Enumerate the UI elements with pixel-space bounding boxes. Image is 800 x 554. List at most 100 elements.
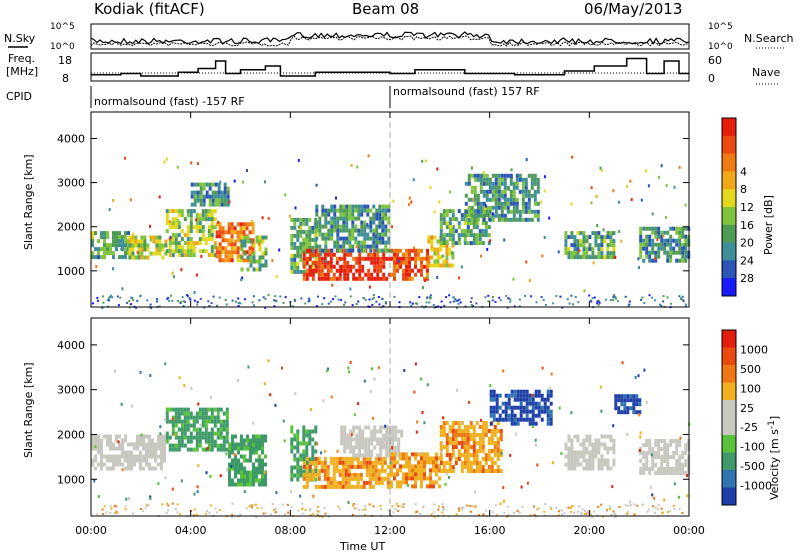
vel-cell bbox=[353, 413, 356, 417]
power-cell bbox=[220, 202, 224, 207]
vel-cell bbox=[507, 393, 511, 398]
vel-cell bbox=[210, 439, 214, 444]
power-cell bbox=[367, 256, 371, 261]
power-cell bbox=[131, 243, 135, 248]
vel-cell bbox=[302, 437, 306, 442]
power-cell bbox=[464, 193, 468, 198]
power-cell bbox=[124, 235, 127, 240]
power-cell bbox=[399, 248, 402, 253]
vel-cell bbox=[579, 454, 583, 459]
power-cell bbox=[411, 268, 414, 273]
power-cell bbox=[448, 233, 452, 238]
vel-cell bbox=[357, 402, 360, 406]
power-cell bbox=[487, 233, 491, 238]
power-cell bbox=[207, 209, 211, 214]
power-cell bbox=[370, 252, 374, 257]
power-cell bbox=[582, 247, 586, 252]
vel-cell bbox=[168, 443, 172, 448]
vel-cell bbox=[448, 465, 452, 469]
power-cell bbox=[592, 261, 595, 265]
power-cell bbox=[612, 243, 616, 248]
power-cell bbox=[476, 209, 480, 214]
vel-cell bbox=[192, 415, 196, 420]
vel-cell bbox=[362, 456, 366, 461]
vel-cell bbox=[305, 456, 309, 461]
vel-cell bbox=[352, 504, 354, 507]
colorbar-tick-label: 8 bbox=[740, 183, 747, 196]
vel-cell bbox=[445, 421, 449, 425]
vel-cell bbox=[585, 466, 589, 471]
vel-cell bbox=[672, 439, 676, 443]
power-cell bbox=[345, 248, 349, 253]
vel-cell bbox=[390, 468, 393, 473]
vel-cell bbox=[472, 441, 476, 445]
vel-cell bbox=[469, 504, 472, 507]
power-cell bbox=[418, 296, 421, 299]
vel-cell bbox=[250, 504, 253, 507]
power-cell bbox=[378, 220, 382, 225]
vel-cell bbox=[289, 489, 292, 493]
power-cell bbox=[387, 220, 391, 225]
vel-cell bbox=[347, 501, 350, 505]
power-cell bbox=[291, 305, 294, 308]
vel-cell bbox=[481, 449, 485, 453]
power-cell bbox=[411, 256, 414, 261]
power-cell bbox=[320, 264, 324, 269]
power-cell bbox=[213, 217, 217, 222]
power-cell bbox=[484, 206, 487, 210]
power-cell bbox=[258, 239, 262, 244]
vel-cell bbox=[426, 460, 429, 465]
power-cell bbox=[284, 296, 287, 299]
vel-cell bbox=[570, 466, 574, 471]
vel-cell bbox=[248, 505, 251, 508]
power-cell bbox=[579, 239, 583, 244]
power-cell bbox=[521, 217, 525, 222]
vel-cell bbox=[493, 445, 497, 449]
power-cell bbox=[651, 212, 654, 216]
power-cell bbox=[314, 217, 318, 222]
x-tick-label: 16:00 bbox=[474, 524, 506, 537]
power-cell bbox=[221, 238, 225, 243]
power-cell bbox=[336, 228, 340, 233]
vel-cell bbox=[457, 429, 461, 433]
vel-cell bbox=[482, 513, 485, 516]
vel-cell bbox=[94, 442, 97, 447]
vel-cell bbox=[492, 405, 496, 410]
power-cell bbox=[168, 249, 172, 254]
power-cell bbox=[506, 173, 510, 178]
vel-cell bbox=[537, 507, 540, 510]
power-cell bbox=[470, 209, 474, 214]
power-cell bbox=[527, 197, 531, 202]
power-cell bbox=[243, 243, 247, 248]
vel-cell bbox=[519, 413, 523, 418]
vel-cell bbox=[597, 458, 601, 463]
vel-cell bbox=[91, 438, 94, 443]
power-cell bbox=[591, 231, 595, 236]
power-cell bbox=[405, 248, 408, 253]
power-cell bbox=[364, 298, 367, 301]
vel-cell bbox=[474, 506, 477, 509]
vel-cell bbox=[478, 437, 482, 441]
vel-cell bbox=[165, 411, 169, 416]
power-cell bbox=[372, 294, 375, 296]
vel-cell bbox=[638, 413, 641, 417]
power-cell bbox=[239, 302, 242, 305]
vel-cell bbox=[576, 458, 580, 463]
vel-cell bbox=[160, 446, 163, 451]
vel-cell bbox=[312, 513, 315, 516]
power-cell bbox=[630, 198, 633, 202]
vel-cell bbox=[411, 464, 414, 469]
power-cell bbox=[678, 258, 682, 263]
vel-cell bbox=[408, 476, 411, 481]
power-cell bbox=[199, 190, 203, 195]
power-cell bbox=[597, 300, 600, 302]
power-cell bbox=[177, 300, 179, 303]
vel-cell bbox=[642, 455, 646, 459]
vel-cell bbox=[609, 466, 613, 471]
vel-cell bbox=[648, 443, 652, 447]
power-cell bbox=[390, 256, 393, 261]
vel-cell bbox=[133, 458, 136, 463]
vel-cell bbox=[210, 431, 214, 436]
vel-cell bbox=[263, 470, 266, 474]
power-cell bbox=[472, 237, 476, 242]
